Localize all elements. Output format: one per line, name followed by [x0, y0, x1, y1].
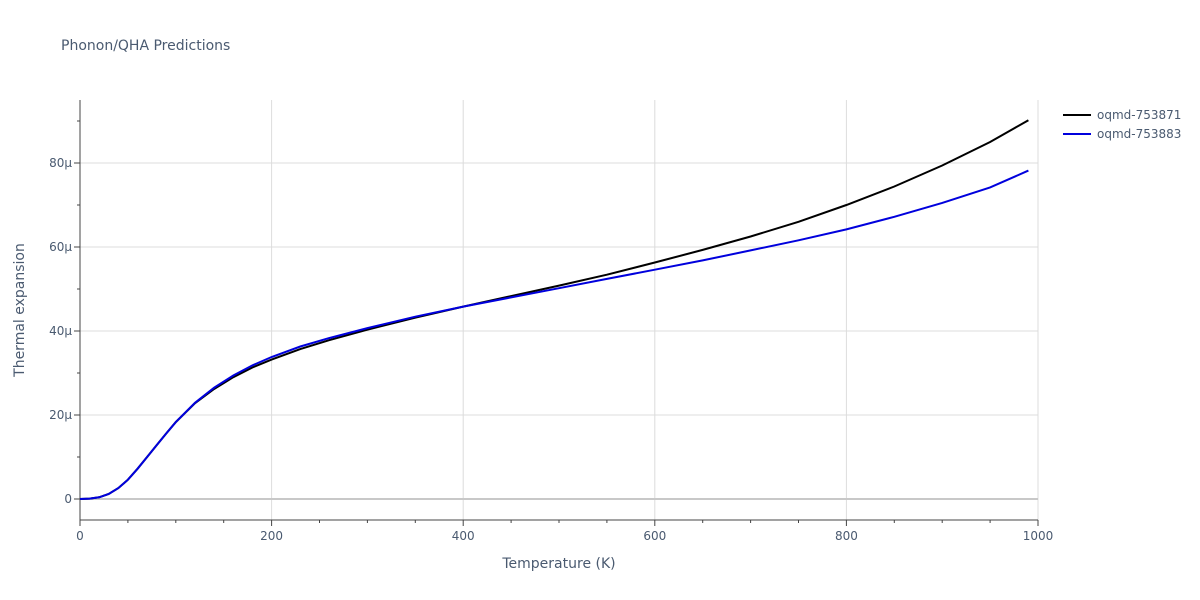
series-line-oqmd-753883 — [79, 169, 1029, 500]
x-tick-label: 1000 — [1023, 529, 1054, 543]
y-tick-label: 60μ — [49, 240, 72, 254]
legend-label: oqmd-753883 — [1097, 127, 1181, 141]
x-axis-label: Temperature (K) — [501, 556, 615, 572]
y-tick-label: 80μ — [49, 156, 72, 170]
y-tick-label: 20μ — [49, 408, 72, 422]
x-tick-label: 600 — [643, 529, 666, 543]
x-tick-label: 200 — [260, 529, 283, 543]
series-line-oqmd-753871 — [79, 119, 1029, 500]
chart-title: Phonon/QHA Predictions — [61, 38, 230, 54]
grid — [80, 100, 1039, 520]
legend-item-oqmd-753871[interactable]: oqmd-753871 — [1063, 108, 1181, 122]
x-tick-label: 800 — [835, 529, 858, 543]
legend[interactable]: oqmd-753871 oqmd-753883 — [1063, 108, 1181, 141]
legend-item-oqmd-753883[interactable]: oqmd-753883 — [1063, 127, 1181, 141]
x-tick-label: 400 — [452, 529, 475, 543]
y-axis-label: Thermal expansion — [12, 243, 28, 378]
y-tick-label: 0 — [64, 492, 72, 506]
axes: 0 200 400 600 800 1000 0 20μ 40μ 60μ 80μ — [49, 100, 1053, 543]
legend-label: oqmd-753871 — [1097, 108, 1181, 122]
x-tick-label: 0 — [76, 529, 84, 543]
y-tick-label: 40μ — [49, 324, 72, 338]
plot-lines — [79, 119, 1029, 500]
